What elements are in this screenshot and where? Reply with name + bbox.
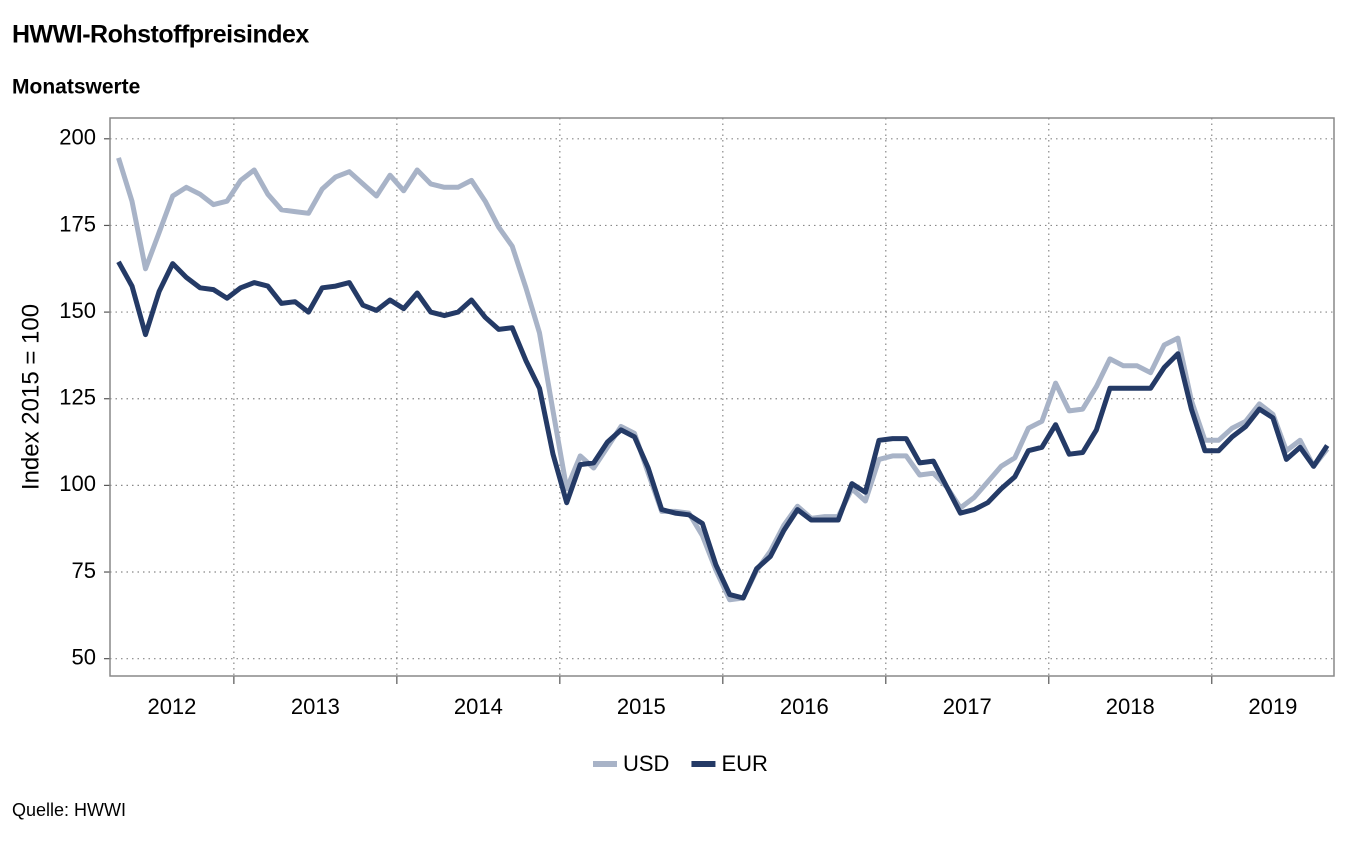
y-tick-label: 75 xyxy=(72,558,96,583)
x-tick-label: 2017 xyxy=(943,694,992,719)
y-tick-label: 200 xyxy=(59,125,96,150)
y-tick-label: 150 xyxy=(59,298,96,323)
legend-label: EUR xyxy=(721,751,767,776)
line-eur xyxy=(116,260,1330,601)
y-axis-label: Index 2015 = 100 xyxy=(17,304,44,490)
line-usd xyxy=(116,157,1330,603)
x-tick-label: 2013 xyxy=(291,694,340,719)
x-tick-label: 2014 xyxy=(454,694,503,719)
y-tick-label: 50 xyxy=(72,644,96,669)
x-tick-label: 2018 xyxy=(1106,694,1155,719)
x-tick-label: 2012 xyxy=(147,694,196,719)
y-tick-label: 175 xyxy=(59,211,96,236)
plot-frame xyxy=(109,117,1335,677)
chart-subtitle: Monatswerte xyxy=(12,76,140,99)
x-tick-label: 2016 xyxy=(780,694,829,719)
y-tick-label: 125 xyxy=(59,385,96,410)
y-tick-label: 100 xyxy=(59,471,96,496)
chart-title: HWWI-Rohstoffpreisindex xyxy=(12,21,309,49)
legend-label: USD xyxy=(623,751,669,776)
x-tick-label: 2015 xyxy=(617,694,666,719)
source: Quelle: HWWI xyxy=(12,800,126,820)
x-tick-label: 2019 xyxy=(1248,694,1297,719)
